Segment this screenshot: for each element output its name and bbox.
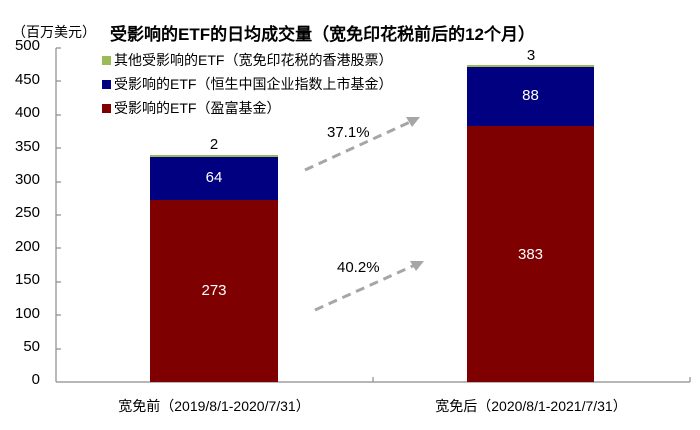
value-label: 383 xyxy=(517,246,544,263)
value-label: 3 xyxy=(526,47,536,64)
bar-segment-hscei: 88 xyxy=(467,67,594,126)
y-tick: 200 xyxy=(14,238,40,255)
value-label: 64 xyxy=(205,169,223,186)
value-label: 273 xyxy=(201,282,227,299)
legend-label: 受影响的ETF（盈富基金） xyxy=(114,100,281,116)
value-label: 88 xyxy=(522,87,539,104)
y-tick: 0 xyxy=(31,371,40,388)
growth-label-hscei: 37.1% xyxy=(327,124,370,141)
chart-title: 受影响的ETF的日均成交量（宽免印花税前后的12个月） xyxy=(110,25,536,44)
bar-segment-tracker: 383 xyxy=(467,126,594,382)
x-label-before: 宽免前（2019/8/1-2020/7/31） xyxy=(118,398,310,414)
growth-arrow-bottom xyxy=(314,263,416,312)
y-tick: 350 xyxy=(14,138,40,155)
legend-item-other: 其他受影响的ETF（宽免印花税的香港股票） xyxy=(102,50,392,70)
legend-swatch-blue xyxy=(102,79,111,89)
legend-swatch-green xyxy=(102,55,111,65)
legend-item-hscei: 受影响的ETF（恒生中国企业指数上市基金） xyxy=(102,74,392,94)
growth-arrow-top xyxy=(304,120,411,172)
legend-swatch-red xyxy=(102,103,111,113)
y-tick: 250 xyxy=(14,204,40,221)
x-label-after: 宽免后（2020/8/1-2021/7/31） xyxy=(435,398,627,414)
bar-segment-other xyxy=(467,65,594,67)
y-tick: 500 xyxy=(14,37,40,54)
y-axis-unit: （百万美元） xyxy=(12,24,96,40)
legend-item-tracker: 受影响的ETF（盈富基金） xyxy=(102,98,280,118)
bar-segment-tracker: 273 xyxy=(150,200,278,382)
y-tick: 100 xyxy=(14,305,40,322)
bar-segment-other xyxy=(150,155,278,157)
bar-segment-hscei: 64 xyxy=(150,157,278,200)
y-tick: 150 xyxy=(14,271,40,288)
y-tick: 400 xyxy=(14,104,40,121)
y-tick: 50 xyxy=(23,338,40,355)
legend-label: 其他受影响的ETF（宽免印花税的香港股票） xyxy=(114,52,393,68)
legend-label: 受影响的ETF（恒生中国企业指数上市基金） xyxy=(114,76,393,92)
growth-label-tracker: 40.2% xyxy=(337,259,380,276)
value-label: 2 xyxy=(209,136,219,153)
y-tick: 450 xyxy=(14,71,40,88)
y-tick: 300 xyxy=(14,171,40,188)
